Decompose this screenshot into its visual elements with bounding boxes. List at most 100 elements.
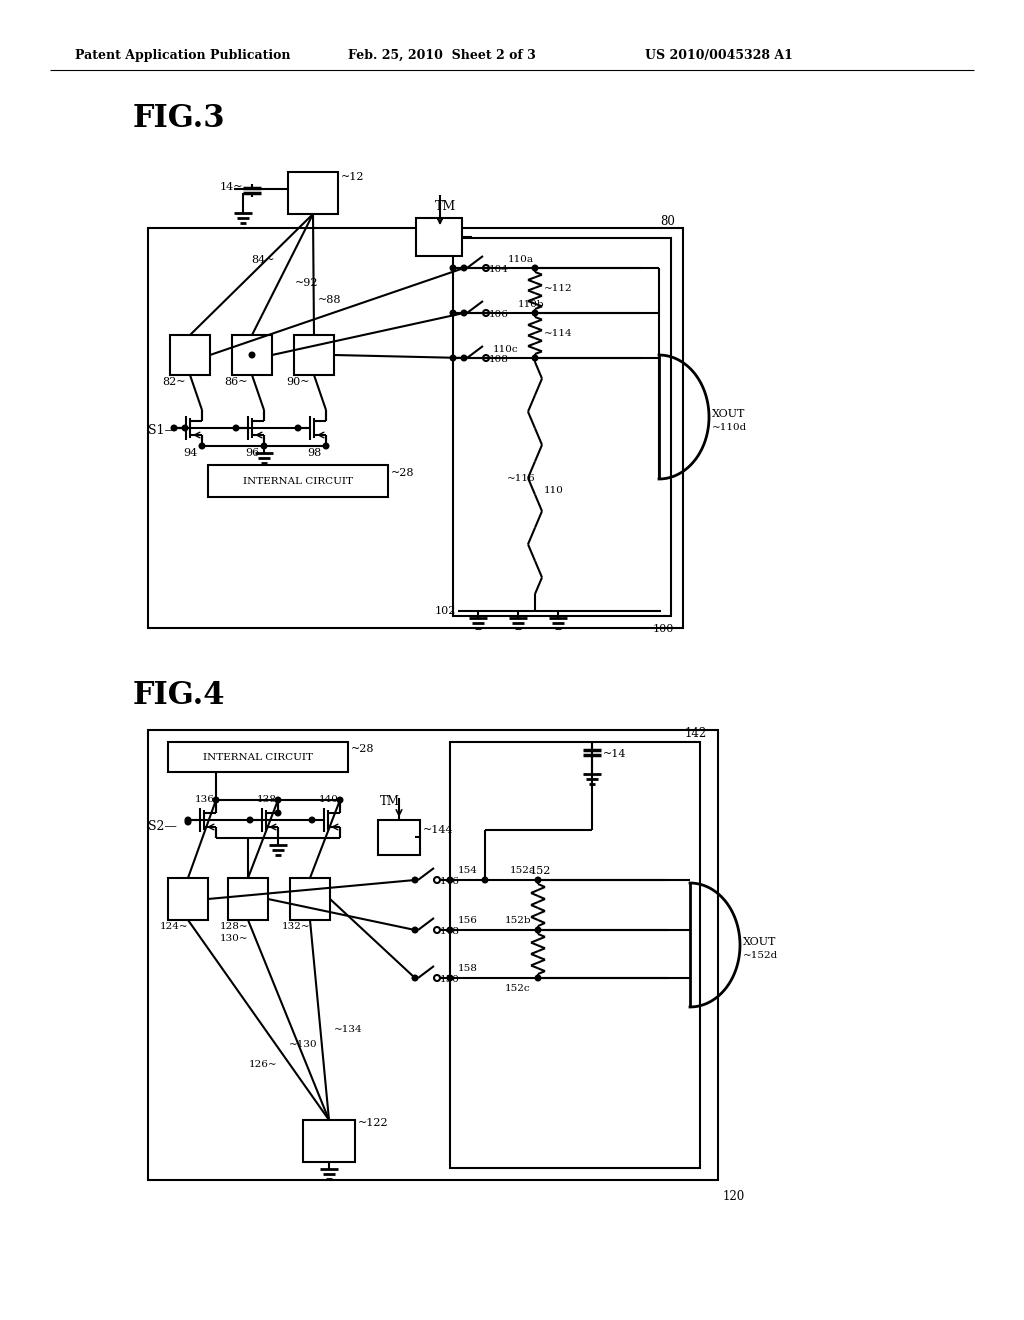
Circle shape bbox=[185, 817, 190, 822]
Text: 126~: 126~ bbox=[249, 1060, 278, 1069]
Text: 140: 140 bbox=[319, 795, 339, 804]
Text: 110b: 110b bbox=[518, 300, 545, 309]
Circle shape bbox=[182, 425, 187, 430]
Text: 100: 100 bbox=[653, 624, 675, 634]
Text: 156: 156 bbox=[458, 916, 478, 925]
Bar bbox=[416, 218, 462, 256]
Text: FIG.4: FIG.4 bbox=[133, 680, 225, 711]
Text: 146: 146 bbox=[440, 876, 460, 886]
Text: ~28: ~28 bbox=[391, 469, 415, 478]
Text: 152a: 152a bbox=[510, 866, 536, 875]
Circle shape bbox=[213, 797, 219, 803]
Bar bbox=[303, 1119, 355, 1162]
Text: XOUT: XOUT bbox=[743, 937, 776, 946]
Text: 152c: 152c bbox=[505, 983, 530, 993]
Text: 152: 152 bbox=[530, 866, 551, 876]
Text: ~114: ~114 bbox=[544, 329, 572, 338]
Circle shape bbox=[309, 817, 314, 822]
Text: ~152d: ~152d bbox=[743, 950, 778, 960]
Text: 86~: 86~ bbox=[224, 378, 248, 387]
Text: XOUT: XOUT bbox=[712, 409, 745, 418]
Circle shape bbox=[451, 355, 456, 360]
Bar bbox=[453, 238, 671, 616]
Circle shape bbox=[249, 352, 255, 358]
Bar bbox=[168, 742, 348, 772]
Text: 96: 96 bbox=[245, 447, 259, 458]
Text: ~144: ~144 bbox=[423, 825, 454, 836]
Circle shape bbox=[536, 878, 541, 883]
Circle shape bbox=[536, 927, 541, 933]
Circle shape bbox=[233, 425, 239, 430]
Bar bbox=[294, 335, 334, 375]
Text: 102: 102 bbox=[435, 606, 457, 616]
Circle shape bbox=[447, 975, 453, 981]
Text: TM: TM bbox=[435, 201, 457, 213]
Text: 110c: 110c bbox=[493, 345, 518, 354]
Bar bbox=[170, 335, 210, 375]
Text: 158: 158 bbox=[458, 964, 478, 973]
Text: ~92: ~92 bbox=[295, 279, 318, 288]
Text: 132~: 132~ bbox=[282, 921, 310, 931]
Text: ~88: ~88 bbox=[318, 294, 341, 305]
Circle shape bbox=[171, 425, 177, 430]
Text: ~122: ~122 bbox=[358, 1118, 389, 1129]
Text: S1—: S1— bbox=[148, 424, 177, 437]
Text: 98: 98 bbox=[307, 447, 322, 458]
Bar bbox=[228, 878, 268, 920]
Bar bbox=[378, 820, 420, 855]
Text: 110a: 110a bbox=[508, 255, 534, 264]
Text: INTERNAL CIRCUIT: INTERNAL CIRCUIT bbox=[243, 477, 353, 486]
Circle shape bbox=[461, 355, 467, 360]
Circle shape bbox=[324, 444, 329, 449]
Circle shape bbox=[461, 310, 467, 315]
Text: ~130: ~130 bbox=[289, 1040, 317, 1049]
Circle shape bbox=[413, 927, 418, 933]
Text: 94: 94 bbox=[183, 447, 198, 458]
Circle shape bbox=[447, 878, 453, 883]
Bar bbox=[232, 335, 272, 375]
Text: 104: 104 bbox=[489, 265, 509, 275]
Circle shape bbox=[461, 265, 467, 271]
Text: 108: 108 bbox=[489, 355, 509, 364]
Text: US 2010/0045328 A1: US 2010/0045328 A1 bbox=[645, 49, 793, 62]
Text: ~112: ~112 bbox=[544, 284, 572, 293]
Text: 84~: 84~ bbox=[251, 255, 274, 265]
Text: ~110d: ~110d bbox=[712, 422, 748, 432]
Bar bbox=[168, 878, 208, 920]
Circle shape bbox=[275, 797, 281, 803]
Text: ~12: ~12 bbox=[341, 172, 365, 182]
Circle shape bbox=[413, 878, 418, 883]
Text: 124~: 124~ bbox=[160, 921, 188, 931]
Circle shape bbox=[532, 310, 538, 315]
Text: ~28: ~28 bbox=[351, 744, 375, 754]
Bar bbox=[148, 730, 718, 1180]
Bar bbox=[288, 172, 338, 214]
Text: S2—: S2— bbox=[148, 820, 177, 833]
Text: 130~: 130~ bbox=[220, 935, 249, 942]
Text: 152b: 152b bbox=[505, 916, 531, 925]
Text: 138: 138 bbox=[257, 795, 276, 804]
Text: 80: 80 bbox=[660, 215, 675, 228]
Bar bbox=[148, 228, 683, 628]
Circle shape bbox=[447, 927, 453, 933]
Circle shape bbox=[185, 820, 190, 825]
Text: 120: 120 bbox=[723, 1191, 745, 1203]
Text: Patent Application Publication: Patent Application Publication bbox=[75, 49, 291, 62]
Circle shape bbox=[261, 444, 267, 449]
Circle shape bbox=[337, 797, 343, 803]
Circle shape bbox=[451, 265, 456, 271]
Text: Feb. 25, 2010  Sheet 2 of 3: Feb. 25, 2010 Sheet 2 of 3 bbox=[348, 49, 536, 62]
Bar bbox=[208, 465, 388, 498]
Bar bbox=[290, 878, 330, 920]
Text: 154: 154 bbox=[458, 866, 478, 875]
Text: 150: 150 bbox=[440, 975, 460, 983]
Text: 148: 148 bbox=[440, 927, 460, 936]
Text: 142: 142 bbox=[685, 727, 708, 741]
Text: 110: 110 bbox=[544, 486, 564, 495]
Text: 128~: 128~ bbox=[220, 921, 249, 931]
Circle shape bbox=[482, 878, 487, 883]
Circle shape bbox=[275, 810, 281, 816]
Text: 82~: 82~ bbox=[162, 378, 185, 387]
Text: ~14: ~14 bbox=[603, 748, 627, 759]
Text: TM: TM bbox=[380, 795, 400, 808]
